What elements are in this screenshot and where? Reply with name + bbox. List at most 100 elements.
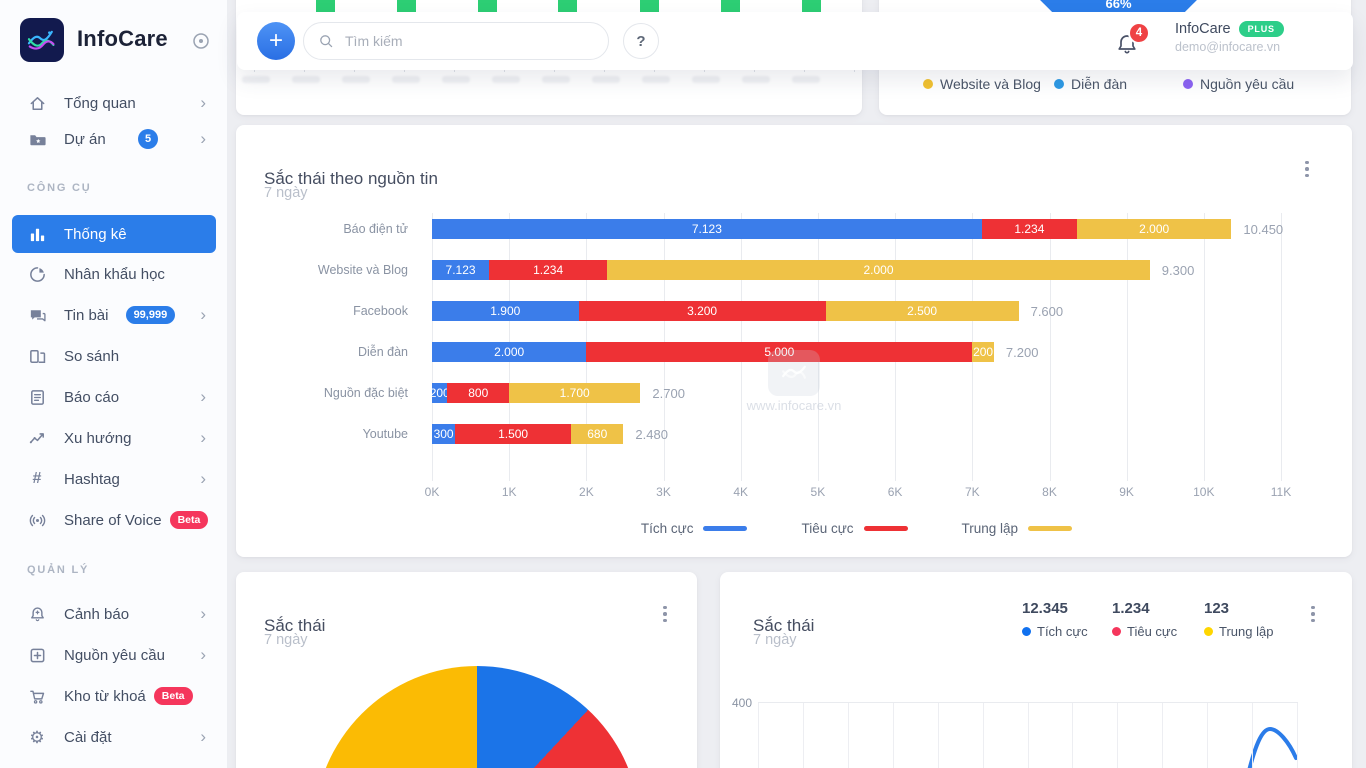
search-input[interactable] xyxy=(343,32,594,50)
gridline xyxy=(1281,213,1282,481)
bar-value-label: 1.900 xyxy=(490,304,521,318)
help-button[interactable]: ? xyxy=(623,23,659,59)
bar-value-label: 800 xyxy=(468,386,489,400)
axis-label-blur xyxy=(592,76,620,83)
bar-value-label: 300 xyxy=(433,427,454,441)
axis-label-blur xyxy=(542,76,570,83)
stat-value: 1.234 xyxy=(1112,600,1150,618)
legend-item[interactable]: Trung lập xyxy=(962,521,1073,536)
card-sentiment-by-source: Sắc thái theo nguồn tin 7 ngày Báo điện … xyxy=(236,125,1352,557)
x-tick-label: 0K xyxy=(424,485,440,499)
bar-segment-tích-cực: 7.123 xyxy=(432,260,490,280)
bar-value-label: 1.500 xyxy=(498,427,529,441)
bar-segment-trung-lập: 200 xyxy=(972,342,994,362)
sidebar-item-label: Nguồn yêu cầu xyxy=(64,646,165,664)
legend-item: Tiêu cực xyxy=(1112,624,1177,639)
axis-label-blur xyxy=(492,76,520,83)
card-menu-button[interactable] xyxy=(1298,157,1316,181)
category-axis: Báo điện tử Website và Blog Facebook Diễn đ… xyxy=(236,213,424,481)
category-label: Báo điện tử xyxy=(343,222,408,236)
chevron-right-icon: › xyxy=(200,726,206,746)
bar-value-label: 3.200 xyxy=(687,304,718,318)
sidebar-item-gear[interactable]: ⚙ Cài đặt › xyxy=(12,718,216,756)
legend-dot xyxy=(1112,627,1121,636)
x-tick-label: 6K xyxy=(887,485,903,499)
bar-row: 1.900 3.200 2.500 xyxy=(432,301,1019,321)
card-subtitle: 7 ngày xyxy=(753,632,797,648)
gridline xyxy=(1203,213,1205,481)
trend-icon xyxy=(27,428,47,448)
sidebar-item-articles[interactable]: Tin bài 99,999 › xyxy=(12,296,216,334)
axis-tick xyxy=(754,68,755,72)
gridline xyxy=(1162,703,1164,768)
bar-total-label: 7.600 xyxy=(1030,304,1064,319)
card-menu-button[interactable] xyxy=(1304,602,1322,626)
sidebar-item-home[interactable]: Tổng quan › xyxy=(12,84,216,122)
bar-segment-trung-lập: 2.500 xyxy=(825,301,1019,321)
home-icon xyxy=(27,93,47,113)
x-tick-label: 1K xyxy=(501,485,517,499)
x-tick-label: 11K xyxy=(1270,485,1292,499)
bar-segment-tích-cực: 1.900 xyxy=(432,301,579,321)
sidebar-item-compare[interactable]: So sánh xyxy=(12,337,216,375)
legend-item[interactable]: Tích cực xyxy=(641,521,748,536)
search-icon xyxy=(320,35,333,48)
bar-segment-tích-cực: 7.123 xyxy=(432,219,982,239)
axis-tick xyxy=(254,68,255,72)
sidebar-item-cart[interactable]: Kho từ khoá Beta xyxy=(12,677,216,715)
bar-value-label: 1.234 xyxy=(1014,222,1045,236)
bar-segment-trung-lập: 2.000 xyxy=(607,260,1150,280)
bar-segment-tích-cực: 300 xyxy=(432,424,456,444)
legend-item[interactable]: Diễn đàn xyxy=(1054,76,1127,92)
sidebar-item-report[interactable]: Báo cáo › xyxy=(12,378,216,416)
sidebar-item-hashtag[interactable]: # Hashtag › xyxy=(12,460,216,498)
gridline xyxy=(802,703,804,768)
axis-tick xyxy=(554,68,555,72)
stats-icon xyxy=(27,224,47,244)
beta-badge: Beta xyxy=(153,687,193,705)
axis-label-blur xyxy=(292,76,320,83)
axis-tick xyxy=(604,68,605,72)
legend-label: Trung lập xyxy=(1219,624,1274,639)
x-tick-label: 8K xyxy=(1042,485,1057,499)
legend-item[interactable]: Website và Blog xyxy=(923,76,1041,92)
demographics-icon xyxy=(27,264,47,284)
stat-value: 123 xyxy=(1204,600,1229,618)
chevron-right-icon: › xyxy=(200,92,206,112)
count-badge: 99,999 xyxy=(125,306,176,324)
account-info[interactable]: InfoCare PLUS demo@infocare.vn xyxy=(1175,21,1320,54)
sidebar-section-header: CÔNG CỤ xyxy=(27,182,92,194)
legend-item[interactable]: Nguồn yêu cầu xyxy=(1183,76,1294,92)
source-icon xyxy=(27,645,47,665)
notifications-button[interactable]: 4 xyxy=(1113,22,1153,60)
gridline xyxy=(892,703,894,768)
sidebar: InfoCare Tổng quan › Dự án 5 › CÔNG CỤ Thống k… xyxy=(0,0,228,768)
sidebar-item-trend[interactable]: Xu hướng › xyxy=(12,419,216,457)
bar-value-label: 7.123 xyxy=(691,222,722,236)
axis-label-blur xyxy=(442,76,470,83)
sidebar-item-source[interactable]: Nguồn yêu cầu › xyxy=(12,636,216,674)
legend-item[interactable]: Tiêu cực xyxy=(801,521,908,536)
card-sentiment-donut: Sắc thái 7 ngày xyxy=(236,572,697,768)
bar-total-label: 2.480 xyxy=(635,427,668,442)
chevron-right-icon: › xyxy=(200,468,206,488)
sidebar-item-folder[interactable]: Dự án 5 › xyxy=(12,120,216,158)
sidebar-item-label: Báo cáo xyxy=(64,388,120,406)
sidebar-item-alert[interactable]: Cảnh báo › xyxy=(12,595,216,633)
add-button[interactable]: + xyxy=(257,22,295,60)
sidebar-collapse-icon[interactable] xyxy=(191,31,211,51)
bar-row: 200 800 1.700 xyxy=(430,383,641,403)
category-label: Nguồn đặc biệt xyxy=(323,386,408,400)
card-menu-button[interactable] xyxy=(656,602,674,626)
infocare-logo xyxy=(20,18,64,62)
sidebar-item-demographics[interactable]: Nhân khẩu học xyxy=(12,255,216,293)
x-tick-label: 2K xyxy=(579,485,594,499)
topbar: + ? 4 InfoCare PLUS demo@infocare.vn xyxy=(237,12,1353,70)
sidebar-item-stats[interactable]: Thống kê xyxy=(12,215,216,253)
chevron-right-icon: › xyxy=(200,427,206,447)
beta-badge: Beta xyxy=(169,511,209,529)
x-tick-label: 9K xyxy=(1119,485,1134,499)
sidebar-item-broadcast[interactable]: Share of Voice Beta xyxy=(12,501,216,539)
axis-tick xyxy=(454,68,455,72)
